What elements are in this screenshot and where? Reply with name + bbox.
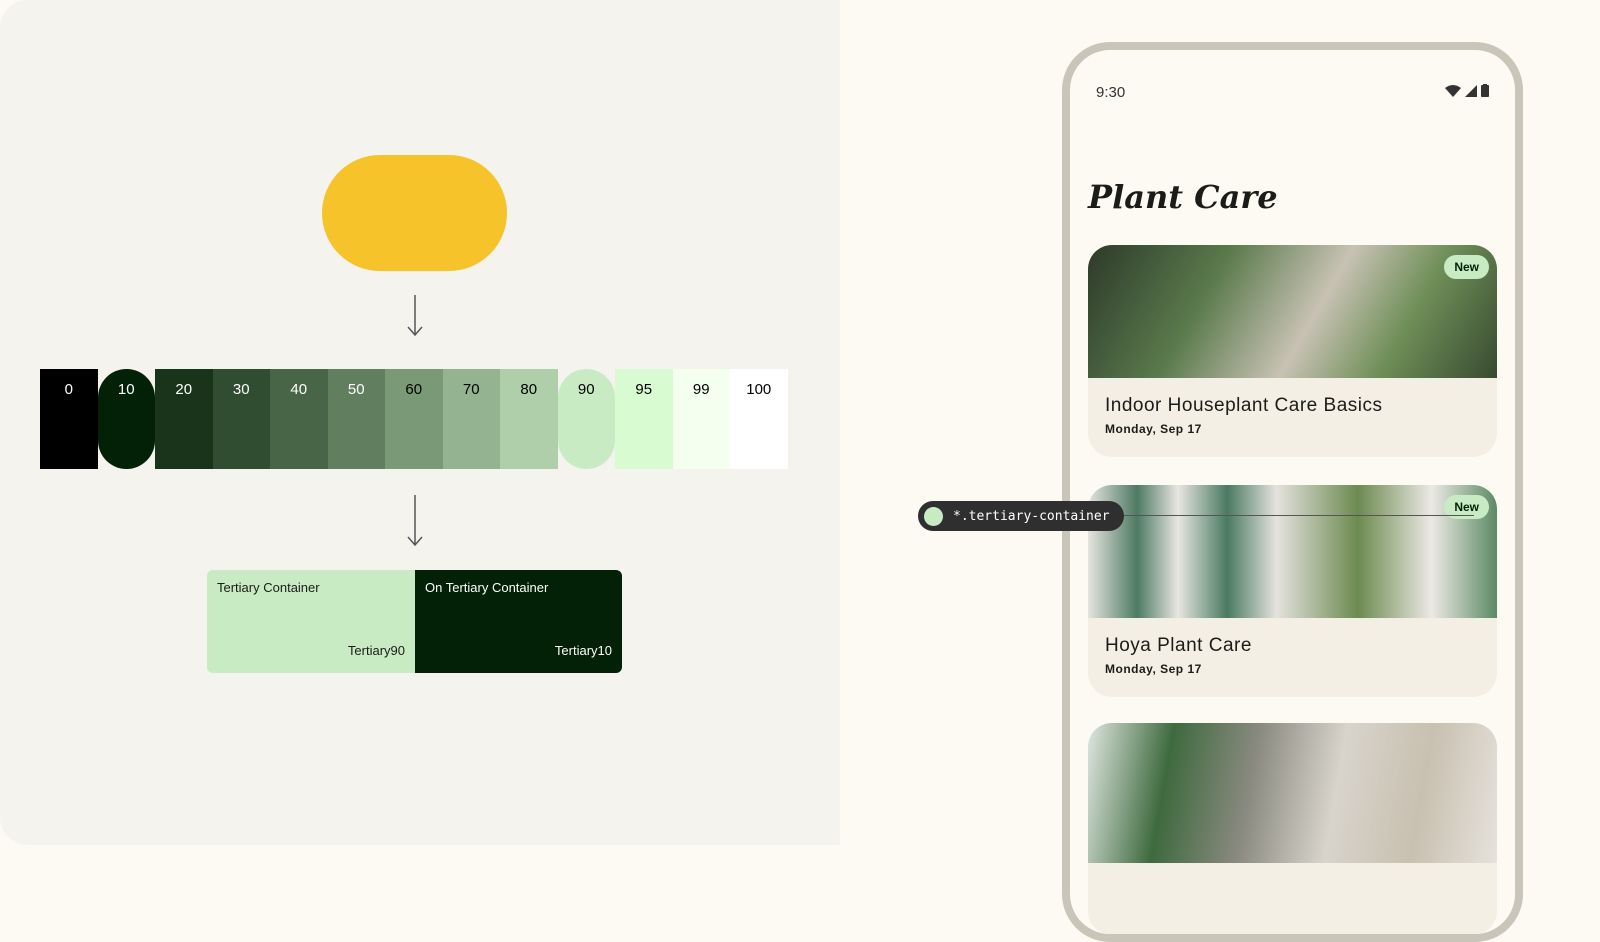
on-tertiary-container-role: On Tertiary Container Tertiary10 [415, 570, 622, 673]
palette-panel: 0 10 20 30 40 50 60 70 80 90 95 99 100 Tertiary Cont… [0, 0, 840, 845]
tone-swatch-20: 20 [155, 369, 213, 469]
card-title: Indoor Houseplant Care Basics [1105, 395, 1383, 416]
phone-mockup: 9:30 Plant Care New Indoor Houseplant Ca… [1062, 42, 1523, 942]
arrow-down-icon [407, 295, 423, 337]
callout-line [1124, 515, 1474, 516]
card-title: Hoya Plant Care [1105, 635, 1252, 656]
signal-icon [1465, 84, 1477, 97]
tone-swatch-40: 40 [270, 369, 328, 469]
tone-swatch-99: 99 [672, 369, 730, 469]
tone-swatch-50: 50 [327, 369, 385, 469]
card-image [1088, 245, 1497, 378]
page-title: Plant Care [1088, 178, 1278, 216]
tone-swatch-100: 100 [730, 369, 788, 469]
tonal-palette: 0 10 20 30 40 50 60 70 80 90 95 99 100 [40, 369, 788, 469]
article-card[interactable]: New Hoya Plant Care Monday, Sep 17 [1088, 485, 1497, 697]
source-color-swatch [322, 155, 507, 271]
tone-swatch-95: 95 [615, 369, 673, 469]
tone-swatch-0: 0 [40, 369, 98, 469]
new-badge: New [1444, 255, 1489, 279]
token-label: *.tertiary-container [953, 508, 1110, 524]
role-tone: Tertiary90 [347, 643, 405, 658]
card-image [1088, 723, 1497, 863]
role-label: Tertiary Container [217, 580, 320, 595]
tone-swatch-30: 30 [212, 369, 270, 469]
tone-swatch-10: 10 [97, 369, 155, 469]
tone-swatch-60: 60 [385, 369, 443, 469]
status-icons [1445, 84, 1489, 97]
tertiary-container-role: Tertiary Container Tertiary90 [207, 570, 415, 673]
status-time: 9:30 [1096, 84, 1126, 101]
article-card[interactable]: New Indoor Houseplant Care Basics Monday… [1088, 245, 1497, 457]
token-color-dot [924, 506, 943, 526]
tone-swatch-80: 80 [500, 369, 558, 469]
article-card[interactable] [1088, 723, 1497, 934]
card-date: Monday, Sep 17 [1105, 422, 1202, 436]
arrow-down-icon [407, 495, 423, 547]
tone-swatch-90: 90 [557, 369, 615, 469]
wifi-icon [1445, 84, 1461, 97]
battery-icon [1481, 84, 1489, 97]
card-date: Monday, Sep 17 [1105, 662, 1202, 676]
card-image [1088, 485, 1497, 618]
role-tone: Tertiary10 [554, 643, 612, 658]
token-tag: *.tertiary-container [918, 501, 1124, 531]
tone-swatch-70: 70 [442, 369, 500, 469]
role-label: On Tertiary Container [425, 580, 549, 595]
